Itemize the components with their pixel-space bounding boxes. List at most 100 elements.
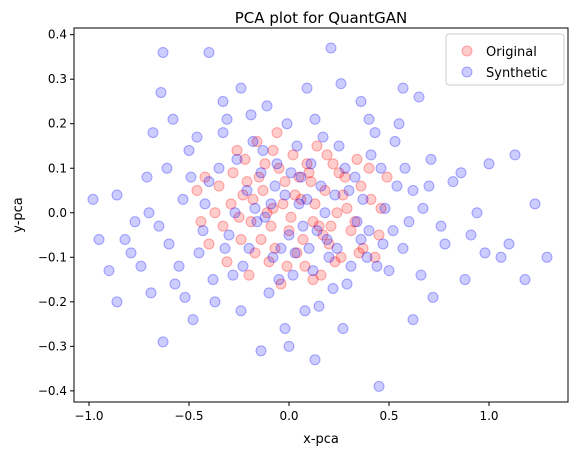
point-synthetic-31	[323, 251, 335, 263]
point-synthetic-147	[301, 193, 313, 205]
point-synthetic-23	[275, 242, 287, 254]
point-original-65	[269, 242, 281, 254]
point-synthetic-3	[119, 233, 131, 245]
point-synthetic-54	[541, 251, 553, 263]
point-synthetic-5	[141, 171, 153, 183]
point-original-31	[339, 171, 351, 183]
point-original-76	[267, 144, 279, 156]
point-synthetic-15	[223, 229, 235, 241]
point-synthetic-58	[373, 380, 385, 392]
point-synthetic-21	[263, 287, 275, 299]
point-original-40	[241, 176, 253, 188]
point-synthetic-79	[279, 189, 291, 201]
point-synthetic-117	[163, 238, 175, 250]
point-synthetic-69	[413, 91, 425, 103]
point-original-41	[249, 247, 261, 259]
point-synthetic-128	[331, 242, 343, 254]
point-original-64	[253, 171, 265, 183]
point-synthetic-1	[93, 233, 105, 245]
point-original-29	[331, 207, 343, 219]
point-original-37	[381, 171, 393, 183]
y-axis-label: y-pca	[11, 197, 26, 233]
point-synthetic-134	[465, 229, 477, 241]
point-synthetic-130	[361, 251, 373, 263]
point-original-27	[323, 238, 335, 250]
point-synthetic-111	[417, 202, 429, 214]
point-synthetic-87	[377, 238, 389, 250]
point-synthetic-89	[403, 216, 415, 228]
point-synthetic-70	[217, 95, 229, 107]
legend-box	[445, 33, 565, 86]
point-synthetic-37	[363, 113, 375, 125]
x-axis-ticks: −1.0 −0.5 0.0 0.5 1.0	[74, 402, 499, 423]
point-original-67	[301, 158, 313, 170]
point-synthetic-73	[199, 198, 211, 210]
point-synthetic-67	[155, 87, 167, 99]
x-tick-label-4: 1.0	[479, 409, 498, 423]
legend-label-synthetic: Synthetic	[486, 66, 547, 81]
point-synthetic-28	[305, 158, 317, 170]
point-synthetic-42	[407, 185, 419, 197]
point-synthetic-100	[273, 274, 285, 286]
point-synthetic-108	[369, 127, 381, 139]
point-original-5	[233, 211, 245, 223]
point-original-70	[209, 207, 221, 219]
point-synthetic-137	[279, 323, 291, 335]
point-synthetic-122	[259, 211, 271, 223]
point-original-12	[263, 256, 275, 268]
y-tick-label-2: −0.2	[38, 295, 67, 309]
x-tick-label-1: −0.5	[174, 409, 203, 423]
point-synthetic-7	[161, 162, 173, 174]
point-synthetic-39	[379, 202, 391, 214]
y-tick-label-6: 0.2	[48, 117, 67, 131]
point-synthetic-76	[241, 185, 253, 197]
point-synthetic-59	[157, 336, 169, 348]
legend-marker-original	[461, 45, 473, 57]
point-synthetic-51	[509, 149, 521, 161]
point-synthetic-16	[231, 153, 243, 165]
point-synthetic-99	[261, 100, 273, 112]
point-synthetic-138	[301, 82, 313, 94]
point-original-35	[365, 193, 377, 205]
point-synthetic-43	[415, 269, 427, 281]
point-synthetic-34	[341, 278, 353, 290]
point-synthetic-38	[371, 260, 383, 272]
x-axis-label: x-pca	[303, 432, 339, 447]
point-synthetic-62	[283, 340, 295, 352]
point-original-6	[239, 153, 251, 165]
point-synthetic-101	[285, 167, 297, 179]
point-original-52	[337, 189, 349, 201]
point-synthetic-53	[529, 198, 541, 210]
point-original-47	[297, 233, 309, 245]
point-synthetic-102	[297, 220, 309, 232]
point-original-61	[325, 220, 337, 232]
point-synthetic-125	[295, 171, 307, 183]
point-synthetic-6	[153, 220, 165, 232]
point-original-53	[349, 216, 361, 228]
legend-label-original: Original	[486, 45, 537, 60]
point-synthetic-55	[157, 46, 169, 58]
point-synthetic-109	[383, 265, 395, 277]
point-original-68	[317, 229, 329, 241]
point-synthetic-80	[291, 140, 303, 152]
point-original-49	[313, 220, 325, 232]
point-synthetic-95	[207, 274, 219, 286]
point-synthetic-149	[363, 225, 375, 237]
point-original-17	[283, 225, 295, 237]
point-synthetic-2	[103, 265, 115, 277]
point-original-4	[227, 167, 239, 179]
point-original-24	[311, 140, 323, 152]
point-synthetic-112	[439, 238, 451, 250]
point-synthetic-86	[365, 149, 377, 161]
point-synthetic-123	[271, 158, 283, 170]
point-original-55	[231, 144, 243, 156]
point-original-78	[375, 202, 387, 214]
point-synthetic-10	[183, 144, 195, 156]
point-original-73	[369, 251, 381, 263]
point-synthetic-60	[309, 354, 321, 366]
point-synthetic-66	[427, 291, 439, 303]
point-synthetic-14	[217, 127, 229, 139]
point-synthetic-61	[255, 345, 267, 357]
x-tick-label-0: −1.0	[74, 409, 103, 423]
